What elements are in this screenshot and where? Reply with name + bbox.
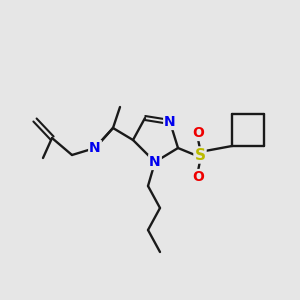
Text: O: O <box>192 170 204 184</box>
Text: N: N <box>149 155 161 169</box>
Text: O: O <box>192 126 204 140</box>
Text: S: S <box>194 148 206 163</box>
Text: N: N <box>164 115 176 129</box>
Text: N: N <box>89 141 101 155</box>
